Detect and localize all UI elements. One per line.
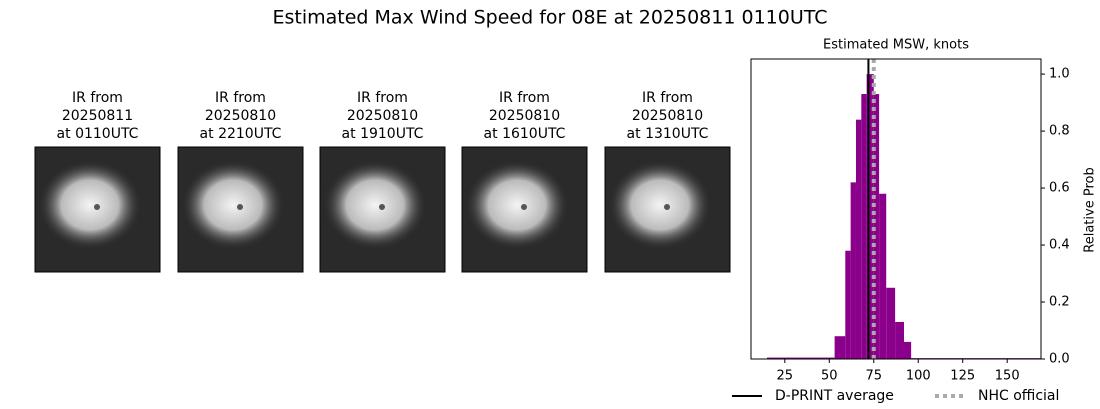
panel-caption: IR from xyxy=(499,90,550,106)
y-axis-label: Relative Prob xyxy=(1083,167,1098,252)
bar xyxy=(879,193,887,359)
panel-caption: 20250810 xyxy=(205,108,276,124)
storm-eye xyxy=(664,204,670,210)
figure-title: Estimated Max Wind Speed for 08E at 2025… xyxy=(272,7,827,29)
storm-eye xyxy=(379,204,385,210)
x-tick-label: 75 xyxy=(865,369,882,384)
panel-caption: at 0110UTC xyxy=(57,126,139,142)
panel-caption: 20250811 xyxy=(62,108,133,124)
y-tick-label: 0.4 xyxy=(1049,238,1070,253)
bar xyxy=(861,94,867,360)
bar xyxy=(845,250,851,359)
y-tick-label: 0.0 xyxy=(1049,352,1070,367)
panel-caption: IR from xyxy=(357,90,408,106)
storm-eye xyxy=(94,204,100,210)
panel-caption: at 2210UTC xyxy=(200,126,282,142)
panel-caption: at 1910UTC xyxy=(342,126,424,142)
legend-label: NHC official xyxy=(978,388,1059,404)
y-tick-label: 0.6 xyxy=(1049,181,1070,196)
panel-caption: at 1310UTC xyxy=(627,126,709,142)
x-tick-label: 25 xyxy=(777,369,794,384)
plot-frame xyxy=(750,58,1042,360)
x-tick-label: 150 xyxy=(995,369,1020,384)
storm-eye xyxy=(521,204,527,210)
y-tick-label: 0.8 xyxy=(1049,124,1070,139)
panel-caption: IR from xyxy=(215,90,266,106)
chart-title: Estimated MSW, knots xyxy=(823,38,969,53)
storm-cloud xyxy=(608,160,712,250)
bar xyxy=(873,94,880,360)
x-tick-label: 50 xyxy=(821,369,838,384)
bar xyxy=(895,321,905,359)
panel-caption: 20250810 xyxy=(489,108,560,124)
x-tick-label: 125 xyxy=(950,369,975,384)
bar xyxy=(767,357,835,359)
x-tick-label: 100 xyxy=(906,369,931,384)
bar xyxy=(834,336,846,359)
bar xyxy=(850,182,856,359)
bar xyxy=(855,119,862,359)
storm-cloud xyxy=(323,160,427,250)
storm-cloud xyxy=(465,160,569,250)
y-tick-label: 1.0 xyxy=(1049,67,1070,82)
bar xyxy=(904,341,912,359)
storm-eye xyxy=(237,204,243,210)
panel-caption: IR from xyxy=(72,90,123,106)
storm-cloud xyxy=(38,160,142,250)
bar xyxy=(866,74,874,359)
panel-caption: at 1610UTC xyxy=(484,126,566,142)
legend-label: D-PRINT average xyxy=(775,388,894,404)
panel-caption: 20250810 xyxy=(347,108,418,124)
y-tick-label: 0.2 xyxy=(1049,295,1070,310)
panel-caption: 20250810 xyxy=(632,108,703,124)
bar xyxy=(886,287,896,359)
panel-caption: IR from xyxy=(642,90,693,106)
storm-cloud xyxy=(181,160,285,250)
